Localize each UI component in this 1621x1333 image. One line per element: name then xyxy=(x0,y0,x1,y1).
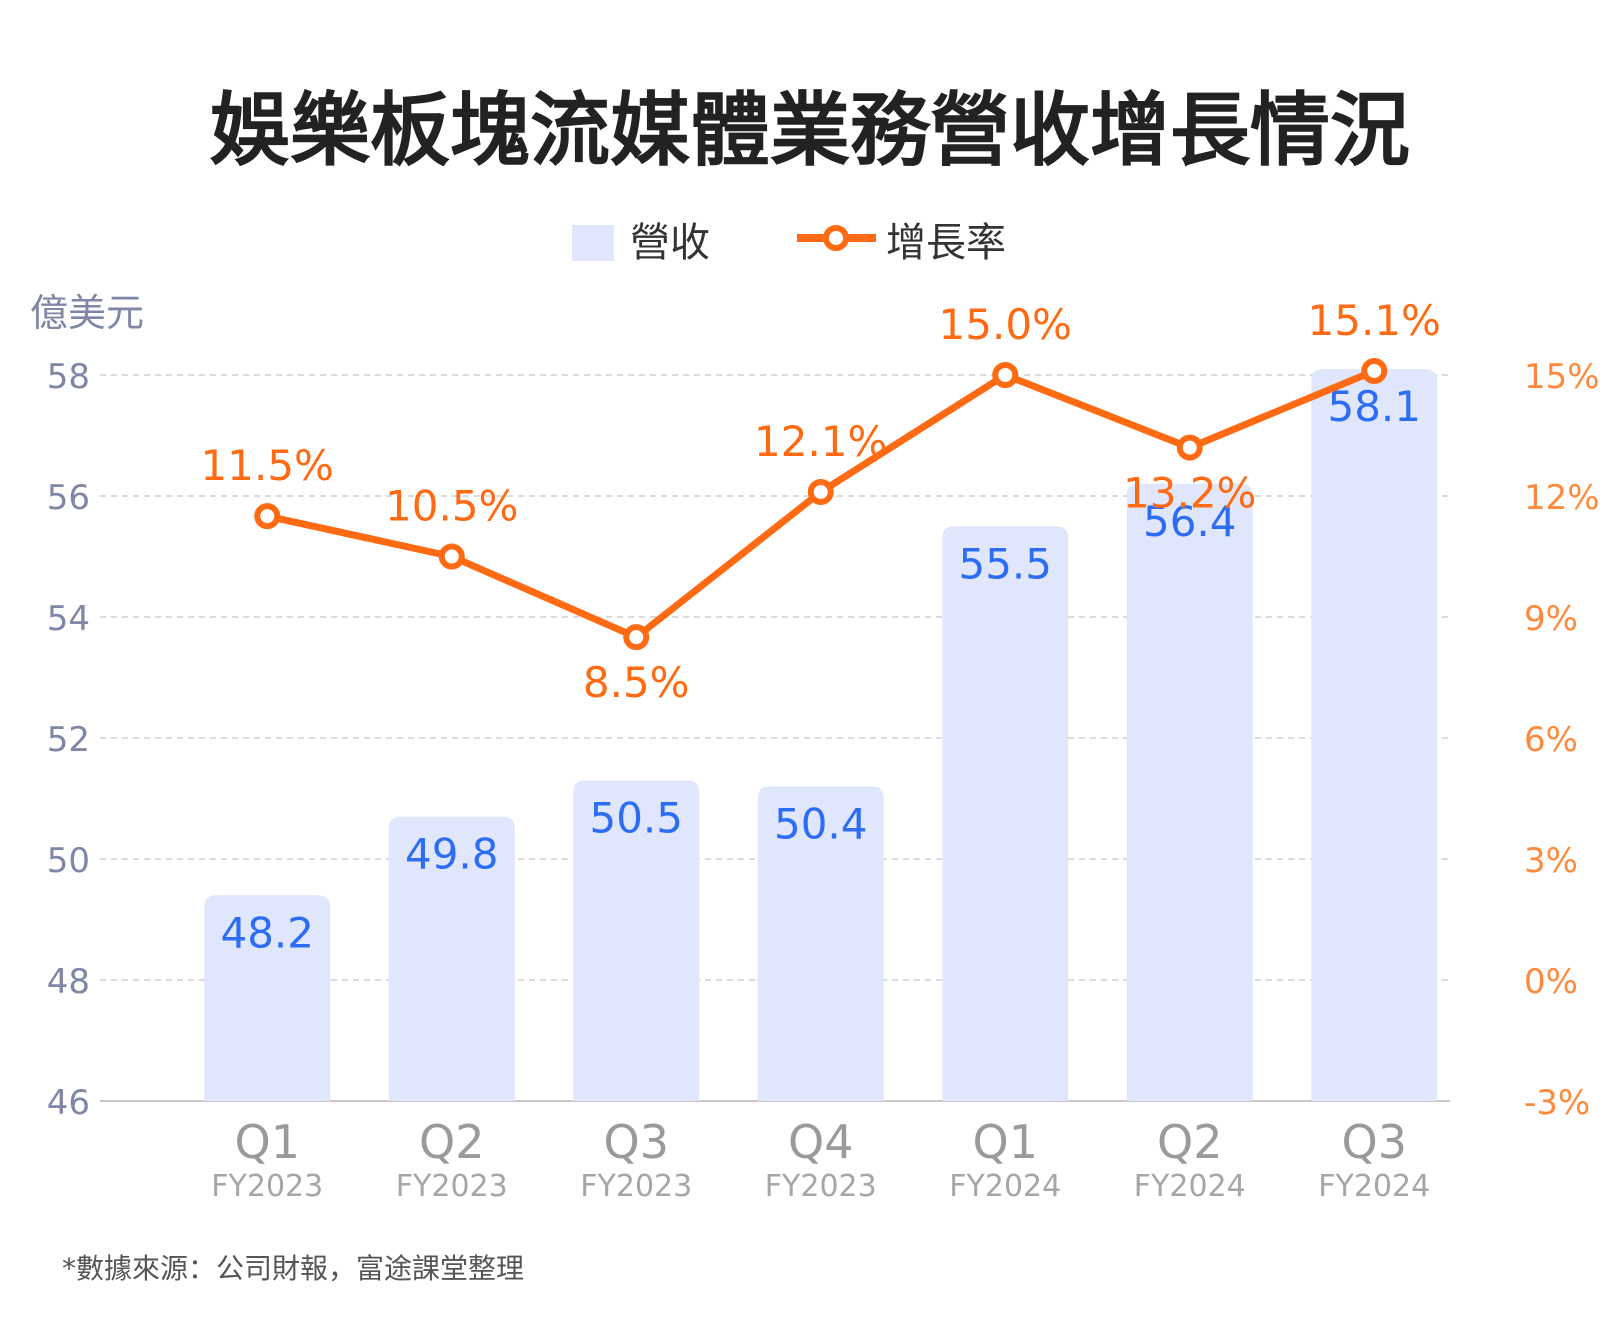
growth-point xyxy=(992,362,1019,388)
bar-value-label: 55.5 xyxy=(958,539,1052,588)
x-tick-fiscal-year: FY2024 xyxy=(1134,1169,1246,1204)
growth-point xyxy=(807,478,834,505)
growth-line: 11.5% 10.5% 8.5% 12.1% 15.0% 13.2% 15.1% xyxy=(201,296,1441,707)
bar xyxy=(388,816,515,1101)
right-axis-ticks: -3% 0% 3% 6% 9% 12% 15% xyxy=(1524,357,1600,1123)
growth-point xyxy=(438,543,465,570)
growth-point xyxy=(1361,357,1388,384)
growth-value-label: 11.5% xyxy=(201,441,334,490)
bar-value-label: 49.8 xyxy=(405,830,499,879)
x-tick-fiscal-year: FY2023 xyxy=(765,1169,877,1204)
x-tick-fiscal-year: FY2023 xyxy=(211,1169,323,1204)
x-tick-fiscal-year: FY2024 xyxy=(1318,1169,1430,1204)
growth-value-label: 15.0% xyxy=(939,300,1072,349)
x-tick-fiscal-year: FY2024 xyxy=(949,1169,1061,1204)
bar xyxy=(1311,368,1438,1101)
left-tick-label: 56 xyxy=(47,478,90,518)
x-tick-quarter: Q2 xyxy=(419,1115,484,1169)
chart-title: 娛樂板塊流媒體業務營收增長情況 xyxy=(210,84,1410,177)
left-tick-label: 58 xyxy=(47,357,90,397)
growth-value-label: 15.1% xyxy=(1308,296,1441,345)
legend-bar-swatch xyxy=(572,225,614,261)
legend-bar-label: 營收 xyxy=(630,220,710,266)
bar-value-label: 48.2 xyxy=(220,908,314,957)
growth-point xyxy=(1176,434,1203,461)
growth-value-label: 10.5% xyxy=(385,482,518,531)
legend-line-label: 增長率 xyxy=(886,220,1006,266)
left-tick-label: 52 xyxy=(47,720,90,760)
bar-value-label: 58.1 xyxy=(1327,382,1421,431)
left-tick-label: 46 xyxy=(47,1083,90,1123)
right-tick-label: -3% xyxy=(1524,1083,1590,1123)
growth-point xyxy=(623,624,650,651)
growth-point xyxy=(254,503,281,530)
left-axis-unit: 億美元 xyxy=(30,291,144,335)
right-tick-label: 9% xyxy=(1524,599,1578,639)
right-tick-label: 15% xyxy=(1524,357,1600,397)
bars: 48.2 49.8 50.5 50.4 55.5 56.4 58.1 xyxy=(204,368,1438,1101)
x-tick-quarter: Q2 xyxy=(1157,1115,1222,1169)
left-tick-label: 54 xyxy=(47,599,90,639)
bar xyxy=(204,895,331,1101)
x-tick-quarter: Q4 xyxy=(788,1115,853,1169)
bar xyxy=(942,526,1069,1101)
bar-value-label: 50.4 xyxy=(774,799,868,848)
left-tick-label: 50 xyxy=(47,841,90,881)
growth-value-label: 12.1% xyxy=(754,417,887,466)
growth-value-label: 13.2% xyxy=(1123,469,1256,518)
x-tick-fiscal-year: FY2023 xyxy=(580,1169,692,1204)
bar xyxy=(573,780,700,1101)
legend: 營收 增長率 xyxy=(572,220,1006,266)
right-tick-label: 12% xyxy=(1524,478,1600,518)
growth-value-label: 8.5% xyxy=(583,658,690,707)
left-tick-label: 48 xyxy=(47,962,90,1002)
bar xyxy=(757,786,884,1101)
x-tick-quarter: Q3 xyxy=(604,1115,669,1169)
footnote: *數據來源：公司財報，富途課堂整理 xyxy=(62,1252,524,1285)
bar-value-label: 50.5 xyxy=(589,793,683,842)
right-tick-label: 0% xyxy=(1524,962,1578,1002)
left-axis-ticks: 46 48 50 52 54 56 58 xyxy=(47,357,90,1123)
x-tick-fiscal-year: FY2023 xyxy=(396,1169,508,1204)
legend-line-marker xyxy=(823,225,849,251)
x-tick-quarter: Q3 xyxy=(1342,1115,1407,1169)
x-tick-quarter: Q1 xyxy=(973,1115,1038,1169)
bar-value-label: 56.4 xyxy=(1143,497,1237,546)
bar xyxy=(1126,483,1253,1101)
x-axis-labels: Q1FY2023Q2FY2023Q3FY2023Q4FY2023Q1FY2024… xyxy=(211,1115,1430,1204)
right-tick-label: 3% xyxy=(1524,841,1578,881)
right-tick-label: 6% xyxy=(1524,720,1578,760)
x-tick-quarter: Q1 xyxy=(235,1115,300,1169)
